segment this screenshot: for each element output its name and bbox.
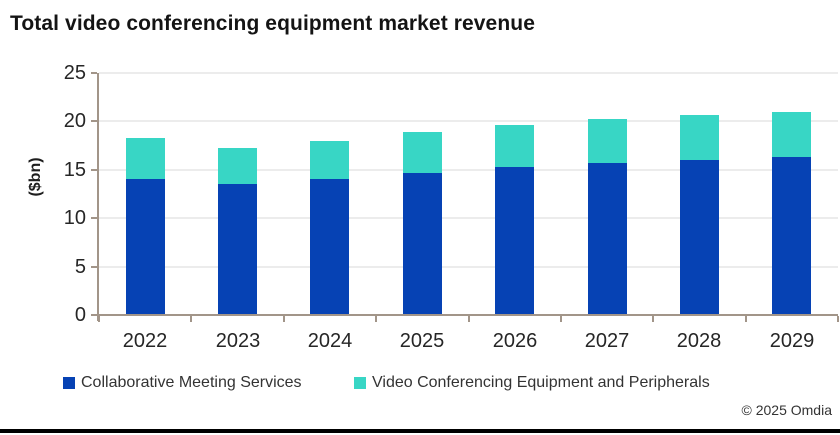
gridline — [99, 266, 838, 268]
legend-item: Video Conferencing Equipment and Periphe… — [354, 374, 710, 392]
y-tick-label: 10 — [63, 207, 86, 229]
y-tick-label: 20 — [63, 110, 86, 132]
x-tick-label: 2023 — [215, 330, 261, 352]
x-tick-label: 2028 — [676, 330, 722, 352]
y-tick — [91, 266, 97, 268]
bar-segment-vcep — [126, 138, 165, 179]
x-tick-label: 2027 — [584, 330, 630, 352]
y-tick — [91, 72, 97, 74]
bar-segment-vcep — [772, 112, 811, 157]
x-tick-label: 2029 — [769, 330, 815, 352]
bar-segment-vcep — [218, 148, 257, 184]
legend-label: Collaborative Meeting Services — [81, 374, 302, 391]
bar-segment-cms — [310, 179, 349, 315]
legend-label: Video Conferencing Equipment and Periphe… — [372, 374, 710, 391]
x-axis-line — [97, 314, 838, 316]
bar-segment-cms — [126, 179, 165, 315]
bar-segment-cms — [218, 184, 257, 315]
legend-swatch-icon — [354, 377, 366, 389]
bar-segment-vcep — [588, 119, 627, 163]
gridline — [99, 169, 838, 171]
bar-segment-vcep — [403, 132, 442, 173]
x-tick — [468, 316, 470, 322]
x-tick — [837, 316, 839, 322]
y-tick — [91, 217, 97, 219]
x-tick — [190, 316, 192, 322]
x-tick — [652, 316, 654, 322]
legend-swatch-icon — [63, 377, 75, 389]
bar-segment-cms — [772, 157, 811, 315]
bar-segment-vcep — [495, 125, 534, 167]
bar-segment-cms — [588, 163, 627, 315]
legend: Collaborative Meeting Services Video Conf… — [0, 374, 840, 396]
bar-segment-cms — [680, 160, 719, 315]
legend-item: Collaborative Meeting Services — [63, 374, 302, 392]
y-tick-label: 15 — [63, 159, 86, 181]
bottom-rule — [0, 429, 840, 433]
chart-title: Total video conferencing equipment marke… — [10, 12, 535, 35]
x-tick — [283, 316, 285, 322]
bar-segment-cms — [403, 173, 442, 315]
y-tick-label: 25 — [63, 62, 86, 84]
y-tick-label: 0 — [74, 304, 86, 326]
y-tick-label: 5 — [74, 256, 86, 278]
x-tick-label: 2022 — [122, 330, 168, 352]
gridline — [99, 217, 838, 219]
y-tick — [91, 120, 97, 122]
copyright-text: © 2025 Omdia — [741, 402, 832, 418]
y-axis-line — [97, 73, 99, 321]
x-tick — [745, 316, 747, 322]
bar-segment-vcep — [310, 141, 349, 179]
x-tick-label: 2024 — [307, 330, 353, 352]
x-tick-label: 2025 — [399, 330, 445, 352]
y-tick — [91, 169, 97, 171]
x-tick-label: 2026 — [492, 330, 538, 352]
bar-segment-cms — [495, 167, 534, 315]
gridline — [99, 72, 838, 74]
gridline — [99, 120, 838, 122]
x-tick — [98, 316, 100, 322]
x-tick — [375, 316, 377, 322]
y-tick — [91, 314, 97, 316]
bar-segment-vcep — [680, 115, 719, 160]
x-tick — [560, 316, 562, 322]
